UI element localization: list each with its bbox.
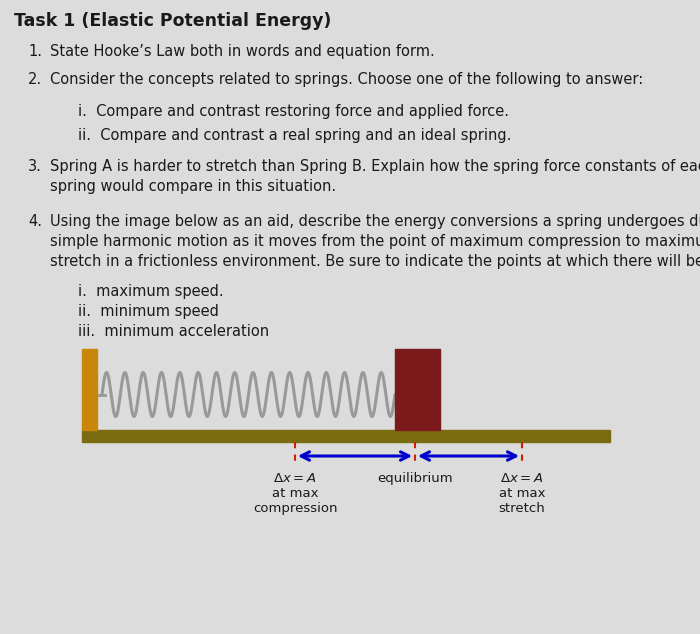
Text: ii.  Compare and contrast a real spring and an ideal spring.: ii. Compare and contrast a real spring a… bbox=[78, 128, 512, 143]
Bar bbox=[395, 349, 440, 430]
Text: Consider the concepts related to springs. Choose one of the following to answer:: Consider the concepts related to springs… bbox=[50, 72, 643, 87]
Bar bbox=[82, 430, 610, 442]
Text: spring would compare in this situation.: spring would compare in this situation. bbox=[50, 179, 336, 194]
Text: Spring A is harder to stretch than Spring B. Explain how the spring force consta: Spring A is harder to stretch than Sprin… bbox=[50, 159, 700, 174]
Text: State Hooke’s Law both in words and equation form.: State Hooke’s Law both in words and equa… bbox=[50, 44, 435, 59]
Text: 4.: 4. bbox=[28, 214, 42, 229]
Text: at max: at max bbox=[498, 487, 545, 500]
Text: 2.: 2. bbox=[28, 72, 42, 87]
Text: stretch in a frictionless environment. Be sure to indicate the points at which t: stretch in a frictionless environment. B… bbox=[50, 254, 700, 269]
Text: Using the image below as an aid, describe the energy conversions a spring underg: Using the image below as an aid, describ… bbox=[50, 214, 700, 229]
Text: i.  maximum speed.: i. maximum speed. bbox=[78, 284, 223, 299]
Text: i.  Compare and contrast restoring force and applied force.: i. Compare and contrast restoring force … bbox=[78, 104, 509, 119]
Text: Task 1 (Elastic Potential Energy): Task 1 (Elastic Potential Energy) bbox=[14, 12, 331, 30]
Text: stretch: stretch bbox=[498, 502, 545, 515]
Text: $\Delta x = A$: $\Delta x = A$ bbox=[500, 472, 544, 485]
Text: compression: compression bbox=[253, 502, 337, 515]
Text: iii.  minimum acceleration: iii. minimum acceleration bbox=[78, 324, 269, 339]
Text: 3.: 3. bbox=[28, 159, 42, 174]
Text: at max: at max bbox=[272, 487, 318, 500]
Text: simple harmonic motion as it moves from the point of maximum compression to maxi: simple harmonic motion as it moves from … bbox=[50, 234, 700, 249]
Text: $\Delta x = A$: $\Delta x = A$ bbox=[273, 472, 316, 485]
Text: equilibrium: equilibrium bbox=[377, 472, 453, 485]
Text: 1.: 1. bbox=[28, 44, 42, 59]
Text: ii.  minimum speed: ii. minimum speed bbox=[78, 304, 219, 319]
Bar bbox=[82, 349, 97, 430]
